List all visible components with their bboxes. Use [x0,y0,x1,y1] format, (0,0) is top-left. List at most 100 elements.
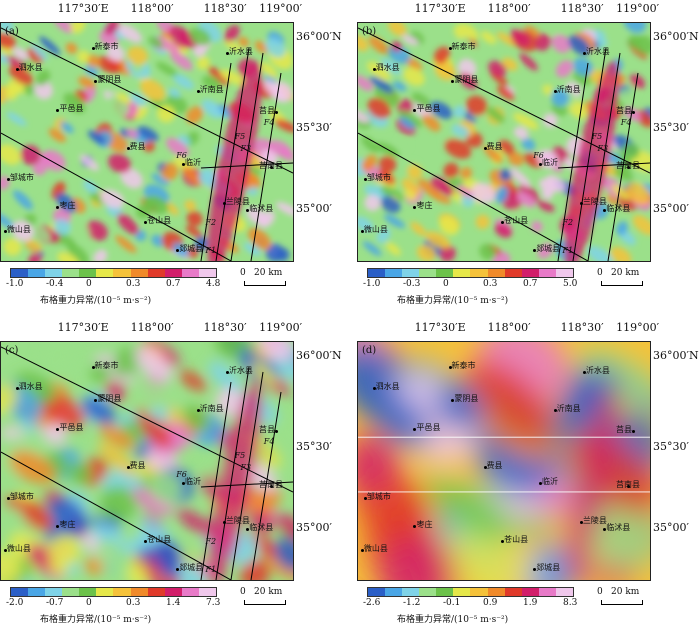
anomaly-patch [404,189,417,202]
longitude-label: 119°00′ [259,2,303,15]
city-label: 平邑县 [59,422,84,432]
city-label: 苍山县 [147,215,172,225]
colorbar-tick: 1.4 [166,598,181,608]
anomaly-patch [537,200,555,212]
colorbar-swatch [419,269,437,277]
anomaly-patch [172,73,194,90]
anomaly-patch [510,29,531,47]
city-label: 兰陵县 [225,196,250,206]
anomaly-patch [143,198,155,208]
longitude-label: 118°30′ [560,321,604,334]
anomaly-patch [183,404,211,432]
city-label: 沂水县 [228,365,253,375]
colorbar-swatch [113,588,131,596]
anomaly-patch [510,168,531,188]
city-dot [533,249,537,253]
latitude-label: 35°00′ [296,201,332,215]
colorbar-swatch [147,269,165,277]
city-label: 莒县 [616,106,632,116]
anomaly-patch [240,558,271,580]
panel-label: (c) [5,345,19,356]
latitude-label: 36°00′N [653,349,699,363]
anomaly-patch [368,35,389,54]
scale-line [601,281,643,286]
fault-line [230,371,264,580]
anomaly-patch [572,57,594,76]
anomaly-patch [537,243,553,259]
anomaly-patch [173,563,206,580]
anomaly-patch [378,155,397,174]
colorbar-unit: 布格重力异常/(10⁻⁵ m·s⁻²) [397,296,509,306]
longitude-label: 118°30′ [203,321,247,334]
anomaly-patch [376,227,391,244]
anomaly-patch [626,182,650,206]
longitude-label: 119°00′ [616,2,660,15]
fault-line [607,72,639,261]
anomaly-patch [1,383,18,415]
anomaly-patch [260,149,278,167]
anomaly-patch [358,216,374,232]
anomaly-patch [358,434,400,492]
fault-label: F5 [234,132,246,141]
anomaly-patch [616,221,628,236]
anomaly-patch [492,251,511,261]
anomaly-patch [139,415,173,448]
colorbar-swatch [130,269,148,277]
anomaly-patch [127,46,148,66]
city-label: 邹城市 [9,491,34,501]
anomaly-patch [611,184,630,201]
anomaly-patch [513,126,529,140]
city-dot [501,539,505,543]
colorbar-swatch [28,269,46,277]
anomaly-patch [77,50,90,63]
anomaly-patch [366,61,391,81]
city-dot [91,46,95,50]
longitude-label: 118°30′ [560,2,604,15]
anomaly-patch [112,346,142,378]
anomaly-patch [466,359,555,440]
city-label: 蒙阴县 [454,394,479,404]
anomaly-patch [407,164,423,180]
anomaly-patch [358,75,374,92]
anomaly-patch [369,76,394,94]
scale-line [601,600,643,605]
city-label: 微山县 [363,225,388,235]
city-dot [144,220,148,224]
latitude-label: 35°30′ [653,120,689,134]
city-dot [225,370,229,374]
scale-distance: 20 km [254,268,283,278]
anomaly-patch [258,342,293,361]
anomaly-patch [385,242,401,256]
city-label: 费县 [486,460,503,470]
anomaly-patch [126,128,138,139]
scale-bar: 0 20 km [240,268,300,294]
longitude-label: 118°30′ [203,2,247,15]
colorbar-swatch [368,269,386,277]
fault-label: F2 [205,536,217,546]
anomaly-patch [276,513,293,543]
anomaly-patch [579,348,650,409]
city-dot [451,399,455,403]
anomaly-field [358,23,650,261]
anomaly-patch [383,214,406,229]
colorbar-tick: -0.3 [403,279,421,289]
anomaly-patch [444,138,472,159]
anomaly-patch [475,214,490,230]
city-dot [626,484,630,488]
scale-zero: 0 [597,587,603,597]
colorbar-swatch [453,269,471,277]
city-label: 邹城市 [366,172,391,182]
anomaly-patch [91,523,135,555]
anomaly-patch [37,350,67,379]
anomaly-patch [104,23,120,35]
scale-line [244,600,286,605]
fault-line [1,451,232,580]
longitude-label: 117°30′E [414,321,466,334]
colorbar-swatch [113,269,131,277]
anomaly-patch [587,246,612,261]
anomaly-patch [378,170,396,185]
city-dot [626,165,630,169]
city-label: 兰陵县 [582,515,607,525]
colorbar [367,268,574,278]
anomaly-patch [496,85,515,101]
